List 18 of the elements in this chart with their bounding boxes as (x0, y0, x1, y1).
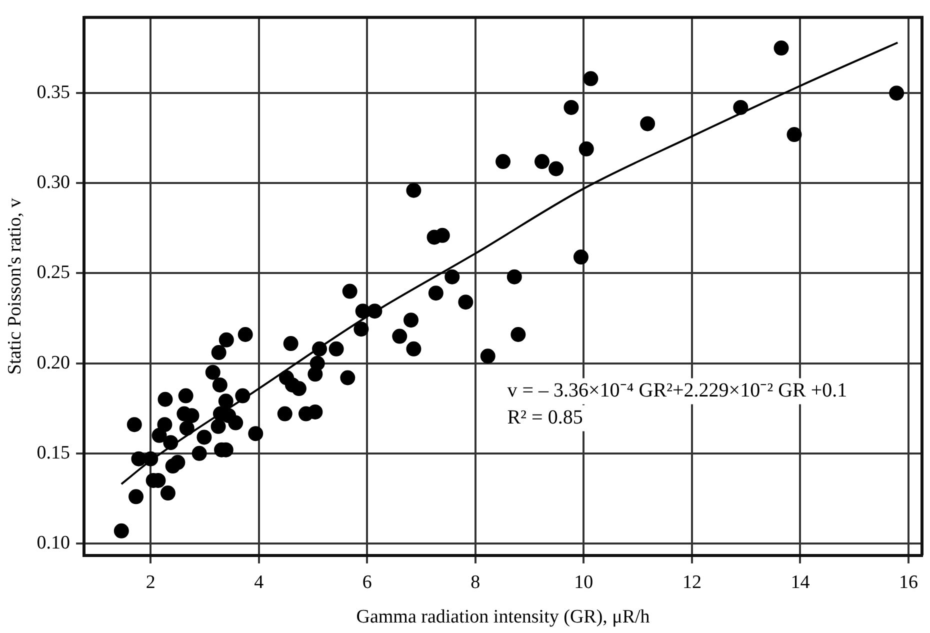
y-tick-label: 0.20 (36, 352, 70, 374)
y-axis-title: Static Poisson's ratio, v (4, 198, 26, 375)
y-tick-label: 0.15 (36, 442, 70, 464)
y-tick-label: 0.25 (36, 262, 70, 284)
x-axis-title: Gamma radiation intensity (GR), μR/h (356, 606, 650, 628)
annotation: v = – 3.36×10⁻⁴ GR²+2.229×10⁻² GR +0.1 (507, 380, 848, 402)
x-tick-label: 10 (574, 572, 594, 593)
y-tick-label: 0.30 (36, 172, 70, 194)
y-tick-label: 0.10 (36, 532, 70, 554)
x-tick-label: 12 (682, 572, 702, 593)
y-tick-label: 0.35 (36, 82, 70, 104)
annotation: R² = 0.85 (507, 406, 583, 429)
x-tick-label: 2 (146, 572, 156, 593)
x-tick-label: 4 (254, 572, 264, 593)
x-tick-label: 8 (470, 572, 480, 593)
x-tick-label: 14 (790, 572, 810, 593)
x-tick-label: 6 (362, 572, 372, 593)
x-tick-label: 16 (898, 572, 918, 593)
